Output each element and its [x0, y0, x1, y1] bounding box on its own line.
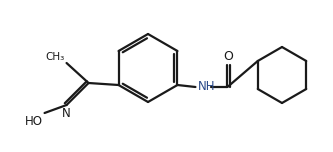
Text: O: O — [223, 50, 233, 63]
Text: N: N — [62, 107, 71, 120]
Text: HO: HO — [25, 115, 43, 128]
Text: NH: NH — [197, 79, 215, 93]
Text: CH₃: CH₃ — [45, 52, 65, 62]
